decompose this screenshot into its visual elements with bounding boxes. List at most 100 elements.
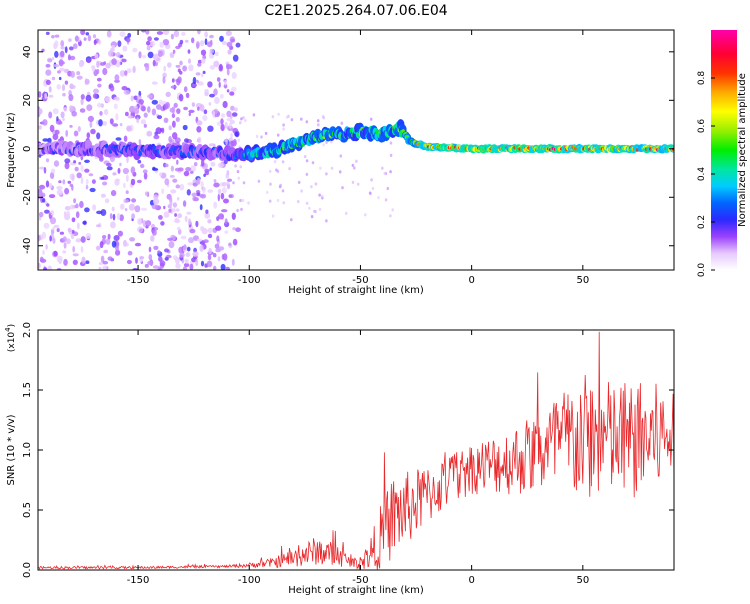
noise-speckle [62,179,66,185]
noise-speckle [96,132,101,140]
noise-speckle [164,163,169,168]
noise-speckle [188,218,192,226]
noise-speckle [188,109,195,113]
noise-speckle [218,81,221,88]
noise-speckle [75,238,82,243]
noise-speckle [172,132,178,140]
noise-speckle [282,123,285,127]
noise-speckle [193,247,198,253]
colorbar-tick-label: 0.0 [697,263,707,278]
noise-speckle [152,59,156,67]
noise-speckle [188,64,194,72]
noise-speckle [152,265,159,269]
noise-speckle [184,39,189,43]
noise-speckle [124,199,129,203]
y-tick-label: 0 [22,146,33,152]
noise-speckle [123,135,128,142]
noise-speckle [183,86,188,93]
noise-speckle [175,208,180,212]
noise-speckle [282,127,285,131]
noise-speckle [162,39,170,46]
noise-speckle [200,181,204,189]
noise-speckle [191,37,195,44]
noise-speckle [207,233,213,239]
colorbar-ticks: 0.0 0.2 0.4 0.6 0.8 [697,71,715,278]
noise-speckle [117,40,122,47]
noise-speckle [87,115,94,122]
noise-speckle [98,261,104,265]
figure-title: C2E1.2025.264.07.06.E04 [264,3,447,19]
x-tick-label: 50 [576,575,589,586]
noise-speckle [102,235,107,239]
noise-speckle [147,106,151,113]
noise-speckle [227,49,232,55]
noise-speckle [217,188,222,194]
noise-speckle [58,67,66,72]
snr-panel: -150 -100 -50 0 50 0.0 0.5 1.0 1.5 2.0 Height of… [4,322,675,596]
y-tick-label: 0.0 [22,562,33,578]
noise-speckle [119,31,126,37]
noise-speckle [69,105,74,110]
noise-speckle [300,117,303,121]
noise-speckle [102,260,109,265]
noise-speckle [70,232,75,240]
noise-speckle [92,93,98,99]
noise-speckle [252,113,256,117]
noise-speckle [213,265,217,270]
noise-speckle [240,117,243,121]
noise-speckle [38,262,41,269]
noise-speckle [73,43,78,50]
noise-speckle [93,88,99,94]
noise-speckle [130,178,136,186]
noise-speckle [169,200,173,206]
colorbar-tick-label: 0.6 [697,119,707,134]
noise-speckle [208,247,212,255]
noise-speckle [134,205,141,213]
noise-speckle [232,181,235,185]
noise-speckle [139,228,143,234]
noise-speckle [178,94,184,102]
noise-speckle [38,125,42,130]
colorbar: 0.0 0.2 0.4 0.6 0.8 Normalized spectral ampl… [697,30,748,277]
noise-speckle [231,112,238,117]
noise-speckle [42,249,45,255]
noise-speckle [127,250,133,256]
noise-speckle [96,69,100,74]
noise-speckle [71,111,77,117]
noise-speckle [164,248,169,253]
noise-speckle [152,229,157,236]
noise-speckle [153,134,160,140]
noise-speckle [184,215,188,223]
noise-speckle [386,186,390,191]
noise-speckle [127,32,132,38]
noise-speckle [102,265,108,270]
noise-speckle [279,183,283,187]
snr-scale-exponent: 4 [4,327,12,332]
noise-speckle [76,71,81,76]
noise-speckle [62,250,66,254]
noise-speckle [229,194,234,199]
noise-speckle [220,113,226,118]
noise-speckle [146,40,151,46]
noise-speckle [169,52,175,58]
noise-speckle [160,221,165,226]
noise-speckle [260,135,263,139]
noise-speckle [213,182,220,188]
noise-speckle [41,231,47,239]
noise-speckle [215,225,222,231]
noise-speckle [44,93,48,100]
noise-speckle [78,61,83,68]
noise-speckle [47,58,53,63]
noise-speckle [195,220,199,228]
noise-speckle [92,34,97,39]
noise-speckle [319,166,322,170]
noise-speckle [179,39,184,45]
noise-speckle [86,104,93,111]
noise-speckle [71,174,75,182]
noise-speckle [195,179,200,185]
noise-speckle [45,158,50,163]
spectrogram-panel: -150 -100 -50 0 50 -40 -20 0 20 40 Height of str… [6,29,675,296]
noise-speckle [206,41,213,48]
snr-marks [38,331,674,570]
spectrogram-x-ticks: -150 -100 -50 0 50 [127,30,589,286]
